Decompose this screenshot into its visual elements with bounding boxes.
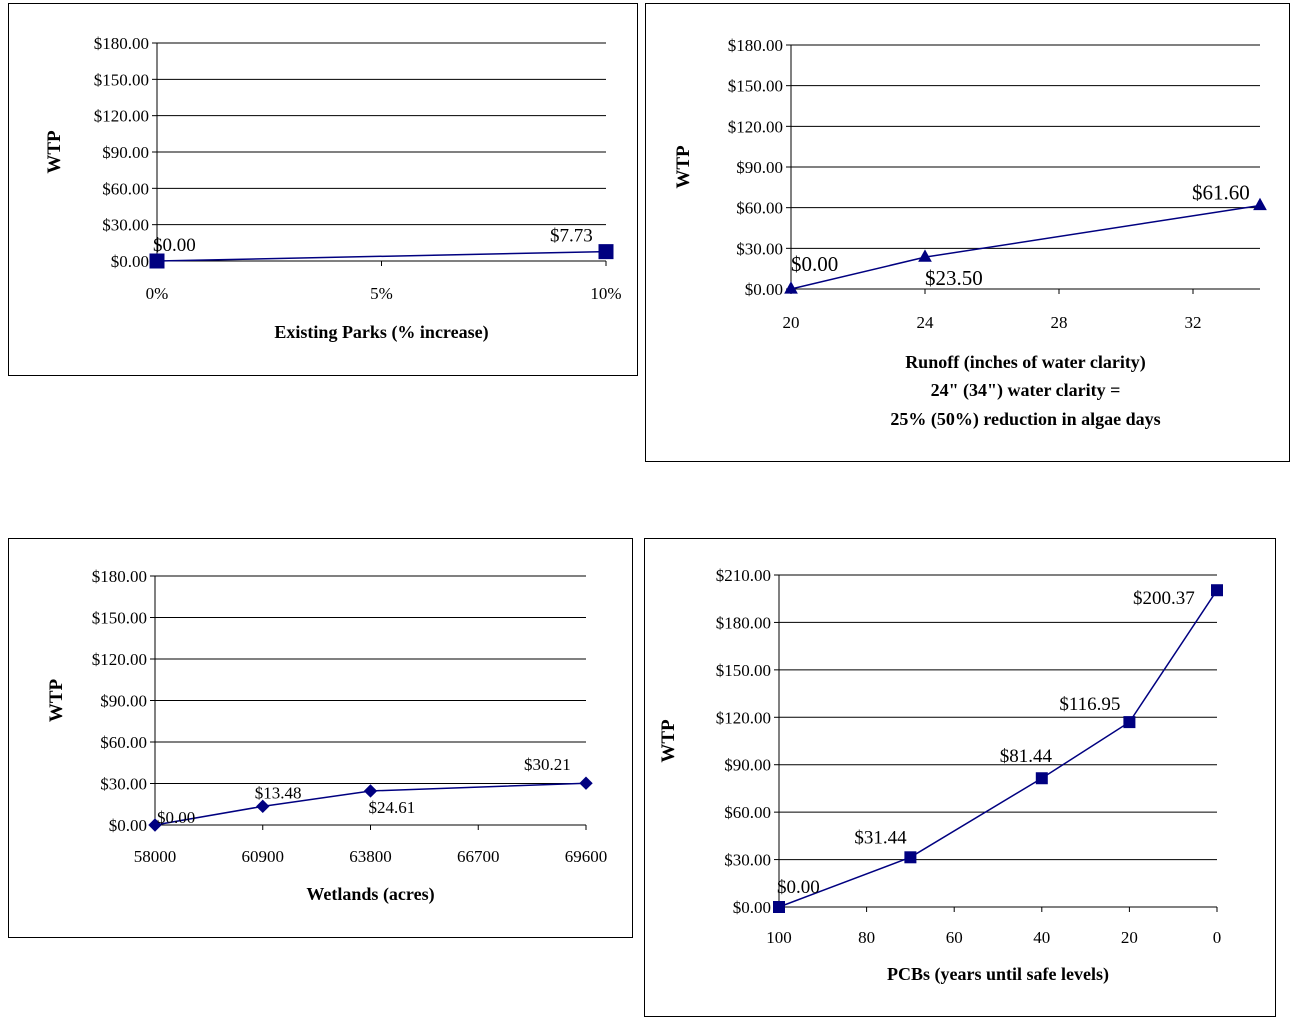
x-axis-title: Existing Parks (% increase) (274, 322, 488, 343)
data-point-marker (149, 253, 165, 269)
y-tick-label: $120.00 (728, 117, 783, 136)
y-tick-label: $120.00 (92, 650, 147, 669)
y-tick-label: $60.00 (102, 179, 149, 198)
y-tick-label: $120.00 (94, 107, 149, 126)
x-tick-label: 28 (1051, 313, 1068, 332)
data-label: $30.21 (524, 755, 571, 774)
data-point-marker (148, 818, 162, 832)
data-point-marker (256, 799, 270, 814)
data-point-marker (904, 851, 917, 864)
data-label: $0.00 (777, 877, 820, 898)
chart-pcbs: $0.00 $30.00 $60.00 $90.00 $120.00 $150.00 $18… (658, 566, 1223, 985)
data-label: $81.44 (1000, 746, 1053, 767)
x-tick-label: 20 (1121, 928, 1138, 947)
chart-panel-runoff: $0.00 $30.00 $60.00 $90.00 $120.00 $150.00 $18… (645, 3, 1290, 462)
y-tick-label: $30.00 (102, 216, 149, 235)
chart-wetlands: $0.00 $30.00 $60.00 $90.00 $120.00 $150.00 $18… (46, 567, 608, 905)
data-label: $23.50 (925, 266, 983, 290)
x-axis-title: 25% (50%) reduction in algae days (890, 409, 1160, 430)
chart-panel-wetlands: $0.00 $30.00 $60.00 $90.00 $120.00 $150.00 $18… (8, 538, 633, 938)
series-line (154, 782, 587, 826)
data-point-marker (1211, 584, 1223, 597)
data-point-marker (363, 784, 378, 798)
y-tick-label: $180.00 (94, 34, 149, 53)
y-tick-label: $60.00 (100, 733, 147, 752)
x-axis-title: Wetlands (acres) (306, 884, 434, 905)
y-tick-label: $180.00 (716, 613, 771, 632)
y-tick-label: $210.00 (716, 566, 771, 585)
y-tick-label: $180.00 (92, 567, 147, 586)
series-line (790, 204, 1261, 290)
data-label: $7.73 (550, 226, 593, 247)
data-point-marker (784, 281, 798, 294)
data-label: $13.48 (255, 783, 302, 802)
data-point-marker (598, 244, 614, 260)
y-tick-label: $30.00 (736, 239, 783, 258)
y-axis-title: WTP (673, 145, 694, 189)
y-tick-label: $180.00 (728, 36, 783, 55)
data-label: $116.95 (1059, 694, 1120, 715)
y-tick-label: $60.00 (724, 803, 771, 822)
x-tick-label: 100 (766, 928, 792, 947)
data-point-marker (1253, 197, 1267, 211)
chart-panel-parks: $0.00 $30.00 $60.00 $90.00 $120.00 $150.00 $18… (8, 3, 638, 376)
data-point-marker (918, 249, 932, 262)
x-tick-label: 66700 (457, 847, 500, 866)
y-tick-label: $60.00 (736, 199, 783, 218)
data-point-marker (579, 776, 593, 790)
x-tick-label: 32 (1185, 313, 1202, 332)
data-point-marker (773, 901, 785, 913)
y-tick-label: $90.00 (102, 143, 149, 162)
y-tick-label: $150.00 (92, 609, 147, 628)
x-tick-label: 10% (590, 284, 621, 303)
x-tick-label: 20 (783, 313, 800, 332)
x-tick-label: 0 (1213, 928, 1222, 947)
y-tick-label: $0.00 (733, 898, 771, 917)
data-point-marker (1123, 716, 1136, 729)
x-tick-label: 63800 (349, 847, 392, 866)
data-point-marker (1035, 772, 1048, 785)
chart-panel-pcbs: $0.00 $30.00 $60.00 $90.00 $120.00 $150.00 $18… (644, 538, 1276, 1017)
x-tick-label: 69600 (565, 847, 608, 866)
data-label: $24.61 (369, 798, 416, 817)
x-tick-label: 60 (946, 928, 963, 947)
y-tick-label: $150.00 (728, 77, 783, 96)
y-tick-label: $30.00 (724, 851, 771, 870)
x-axis-title: 24" (34") water clarity = (931, 380, 1121, 401)
y-tick-label: $0.00 (109, 816, 147, 835)
y-tick-label: $90.00 (100, 692, 147, 711)
data-label: $200.37 (1133, 588, 1195, 609)
y-tick-label: $120.00 (716, 708, 771, 727)
y-tick-label: $150.00 (716, 661, 771, 680)
y-tick-label: $30.00 (100, 775, 147, 794)
y-tick-label: $0.00 (745, 280, 783, 299)
data-label: $0.00 (153, 235, 196, 256)
chart-parks: $0.00$30.00$60.00$90.00$120.00$150.00$18… (44, 34, 622, 343)
series-line (156, 250, 607, 262)
data-label: $0.00 (791, 252, 838, 276)
chart-runoff: $0.00 $30.00 $60.00 $90.00 $120.00 $150.00 $18… (673, 36, 1267, 430)
y-axis-title: WTP (44, 130, 65, 174)
data-label: $61.60 (1192, 180, 1250, 204)
x-tick-label: 80 (858, 928, 875, 947)
y-tick-label: $0.00 (111, 252, 149, 271)
y-tick-label: $90.00 (736, 158, 783, 177)
y-axis-title: WTP (658, 719, 679, 763)
data-label: $0.00 (157, 808, 195, 827)
y-axis-title: WTP (46, 678, 67, 722)
y-tick-label: $90.00 (724, 756, 771, 775)
x-tick-label: 60900 (242, 847, 285, 866)
x-axis-title: PCBs (years until safe levels) (887, 964, 1109, 985)
x-tick-label: 0% (146, 284, 169, 303)
x-tick-label: 58000 (134, 847, 177, 866)
x-tick-label: 5% (370, 284, 393, 303)
x-tick-label: 24 (917, 313, 935, 332)
x-tick-label: 40 (1033, 928, 1050, 947)
x-axis-title: Runoff (inches of water clarity) (905, 352, 1146, 373)
y-tick-label: $150.00 (94, 70, 149, 89)
data-label: $31.44 (854, 827, 907, 848)
